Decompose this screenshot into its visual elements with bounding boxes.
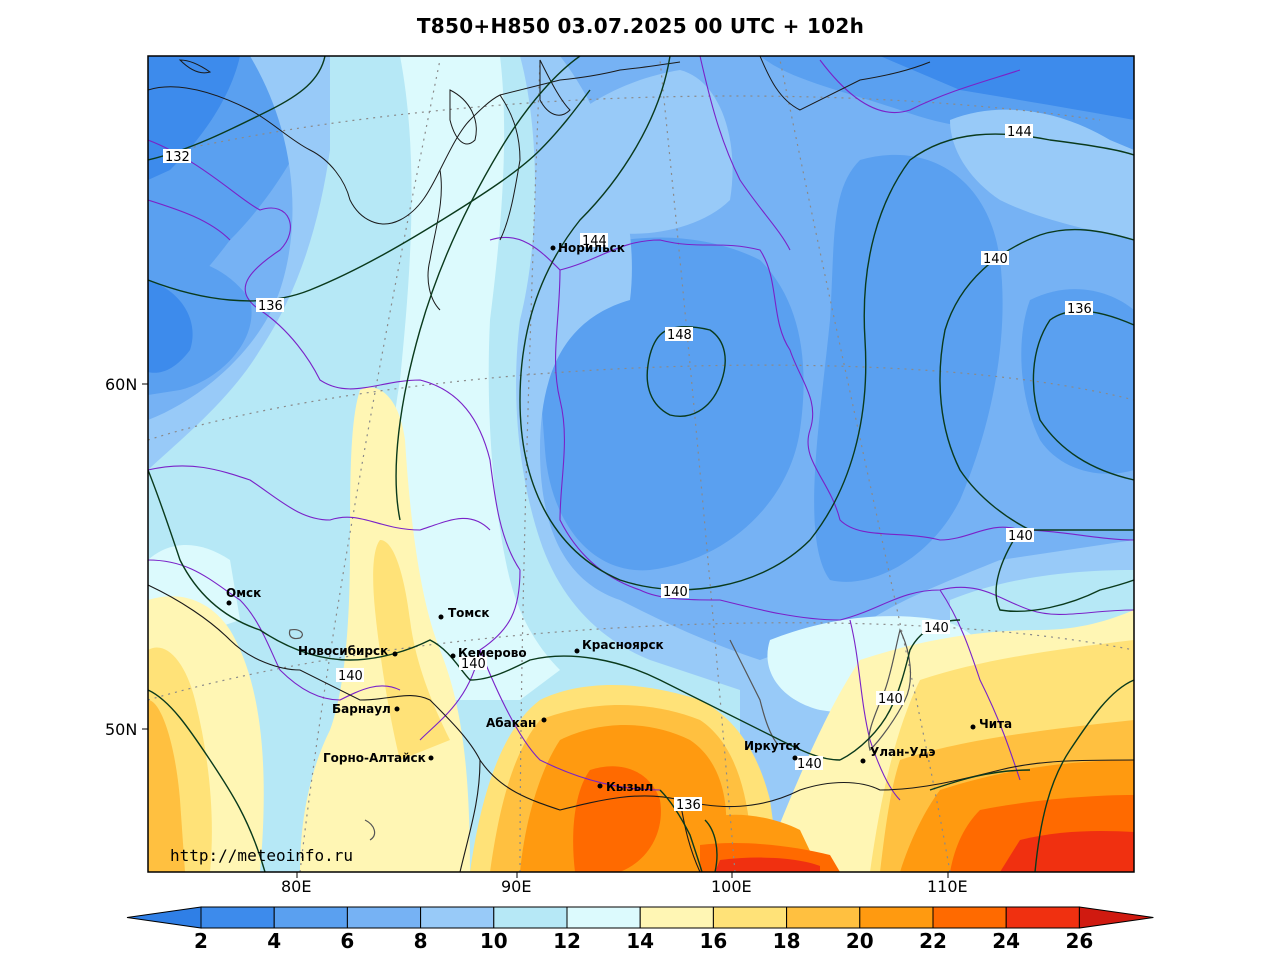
contour-label: 140 bbox=[1008, 529, 1033, 544]
city-dot bbox=[394, 706, 400, 712]
contour-label: 140 bbox=[924, 621, 949, 636]
city-dot bbox=[792, 755, 798, 761]
city-label: Улан-Удэ bbox=[870, 745, 935, 759]
map-frame bbox=[147, 55, 1135, 873]
city-label: Новосибирск bbox=[298, 644, 388, 658]
colorbar-extend-low bbox=[126, 906, 202, 929]
city-dot bbox=[428, 755, 434, 761]
colorbar-tick-label: 22 bbox=[919, 929, 947, 953]
city-label: Барнаул bbox=[332, 702, 391, 716]
colorbar-tick-label: 12 bbox=[553, 929, 581, 953]
contour-label: 136 bbox=[258, 299, 283, 314]
lon-label-80e: 80E bbox=[281, 877, 312, 896]
city-dot bbox=[392, 651, 398, 657]
colorbar-segment bbox=[493, 906, 568, 929]
colorbar-tick-label: 2 bbox=[194, 929, 208, 953]
contour-labels: 132 136 144 148 144 140 136 140 140 140 … bbox=[163, 124, 1093, 813]
city-label: Иркутск bbox=[744, 739, 801, 753]
city-label: Норильск bbox=[558, 241, 625, 255]
contour-label: 140 bbox=[878, 692, 903, 707]
city-label: Чита bbox=[979, 717, 1012, 731]
colorbar-segment bbox=[420, 906, 495, 929]
colorbar-segment bbox=[200, 906, 275, 929]
city-dot bbox=[541, 717, 547, 723]
city-label: Абакан bbox=[486, 716, 536, 730]
colorbar-segment bbox=[346, 906, 422, 929]
lon-label-110e: 110E bbox=[927, 877, 968, 896]
colorbar-segment bbox=[639, 906, 714, 929]
colorbar-tick-label: 24 bbox=[992, 929, 1021, 953]
colorbar-segment bbox=[859, 906, 934, 929]
colorbar-tick-label: 14 bbox=[626, 929, 655, 953]
colorbar-tick-label: 26 bbox=[1065, 929, 1094, 953]
lat-label-50n: 50N bbox=[105, 720, 138, 739]
contour-label: 136 bbox=[1067, 302, 1092, 317]
city-dot bbox=[860, 758, 866, 764]
city-label: Кызыл bbox=[606, 780, 653, 794]
colorbar-extend-high bbox=[1078, 906, 1154, 929]
colorbar-tick-label: 18 bbox=[772, 929, 801, 953]
colorbar-tick-label: 8 bbox=[413, 929, 428, 953]
colorbar-tick-label: 20 bbox=[845, 929, 874, 953]
watermark: http://meteoinfo.ru bbox=[170, 846, 354, 865]
contour-label: 140 bbox=[797, 757, 822, 772]
contour-label: 140 bbox=[983, 252, 1008, 267]
contour-label: 144 bbox=[582, 234, 607, 249]
contour-label: 144 bbox=[1007, 125, 1032, 140]
colorbar-tick-label: 4 bbox=[267, 929, 282, 953]
temperature-field: 132 136 144 148 144 140 136 140 140 140 … bbox=[148, 56, 1134, 872]
city-label: Горно-Алтайск bbox=[323, 751, 426, 765]
contour-label: 140 bbox=[461, 657, 486, 672]
axis-ticks bbox=[142, 383, 949, 878]
colorbar-tick-label: 10 bbox=[479, 929, 508, 953]
city-dot bbox=[226, 600, 232, 606]
contour-label: 132 bbox=[165, 150, 190, 165]
city-dot bbox=[574, 648, 580, 654]
city-label: Кемерово bbox=[458, 646, 527, 660]
colorbar-tick-label: 6 bbox=[340, 929, 355, 953]
contour-label: 148 bbox=[667, 328, 692, 343]
contour-label: 136 bbox=[676, 798, 701, 813]
lon-label-90e: 90E bbox=[501, 877, 532, 896]
city-dot bbox=[550, 245, 556, 251]
colorbar bbox=[126, 906, 1154, 929]
colorbar-segment bbox=[566, 906, 641, 929]
colorbar-segment bbox=[712, 906, 788, 929]
city-dot bbox=[438, 614, 444, 620]
colorbar-segment bbox=[1005, 906, 1080, 929]
city-label: Томск bbox=[448, 606, 490, 620]
colorbar-segment bbox=[273, 906, 348, 929]
lon-label-100e: 100E bbox=[711, 877, 752, 896]
city-dot bbox=[970, 724, 976, 730]
colorbar-segment bbox=[932, 906, 1007, 929]
map-title: T850+H850 03.07.2025 00 UTC + 102h bbox=[416, 14, 865, 38]
lat-label-60n: 60N bbox=[105, 375, 138, 394]
city-label: Омск bbox=[226, 586, 261, 600]
city-dot bbox=[597, 783, 603, 789]
contour-label: 140 bbox=[663, 585, 688, 600]
city-label: Красноярск bbox=[582, 638, 664, 652]
cities: Норильск Омск Томск Новосибирск Кемерово… bbox=[226, 241, 1012, 794]
contour-label: 140 bbox=[338, 669, 363, 684]
colorbar-tick-label: 16 bbox=[699, 929, 728, 953]
city-dot bbox=[450, 653, 456, 659]
colorbar-segment bbox=[786, 906, 861, 929]
